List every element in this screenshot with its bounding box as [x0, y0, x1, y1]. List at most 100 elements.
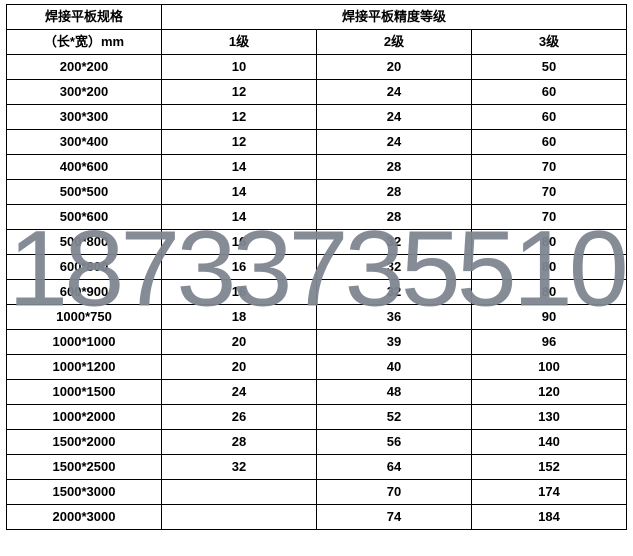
spec-table: 焊接平板规格 焊接平板精度等级 （长*宽）mm 1级 2级 3级 200*200…	[6, 4, 627, 530]
cell-g3: 70	[472, 180, 627, 205]
cell-g1: 24	[162, 380, 317, 405]
cell-g3: 60	[472, 80, 627, 105]
table-row: 400*600142870	[7, 155, 627, 180]
cell-g1	[162, 480, 317, 505]
cell-spec: 600*900	[7, 280, 162, 305]
table-row: 500*800163280	[7, 230, 627, 255]
header-g1: 1级	[162, 30, 317, 55]
cell-g2: 28	[317, 155, 472, 180]
cell-g3: 80	[472, 230, 627, 255]
table-row: 1000*1000203996	[7, 330, 627, 355]
header-spec-sub: （长*宽）mm	[7, 30, 162, 55]
table-row: 600*800163280	[7, 255, 627, 280]
cell-g3: 140	[472, 430, 627, 455]
cell-g2: 52	[317, 405, 472, 430]
cell-g2: 56	[317, 430, 472, 455]
cell-g3: 70	[472, 205, 627, 230]
table-container: 焊接平板规格 焊接平板精度等级 （长*宽）mm 1级 2级 3级 200*200…	[0, 0, 633, 534]
cell-g1: 14	[162, 155, 317, 180]
cell-g2: 28	[317, 205, 472, 230]
cell-spec: 1000*1200	[7, 355, 162, 380]
cell-g1: 16	[162, 280, 317, 305]
table-row: 1000*750183690	[7, 305, 627, 330]
cell-g3: 60	[472, 130, 627, 155]
cell-g3: 90	[472, 305, 627, 330]
cell-g1: 18	[162, 305, 317, 330]
table-row: 1000*15002448120	[7, 380, 627, 405]
cell-g3: 96	[472, 330, 627, 355]
cell-g2: 20	[317, 55, 472, 80]
header-row-1: 焊接平板规格 焊接平板精度等级	[7, 5, 627, 30]
table-row: 2000*300074184	[7, 505, 627, 530]
cell-spec: 1500*3000	[7, 480, 162, 505]
cell-g1: 28	[162, 430, 317, 455]
cell-g3: 70	[472, 155, 627, 180]
cell-g2: 32	[317, 280, 472, 305]
cell-g3: 50	[472, 55, 627, 80]
cell-spec: 500*600	[7, 205, 162, 230]
cell-g1: 12	[162, 80, 317, 105]
cell-spec: 2000*3000	[7, 505, 162, 530]
cell-spec: 400*600	[7, 155, 162, 180]
table-row: 600*900163280	[7, 280, 627, 305]
cell-spec: 300*200	[7, 80, 162, 105]
header-spec-title: 焊接平板规格	[7, 5, 162, 30]
cell-g2: 28	[317, 180, 472, 205]
header-row-2: （长*宽）mm 1级 2级 3级	[7, 30, 627, 55]
cell-g2: 48	[317, 380, 472, 405]
table-row: 1500*25003264152	[7, 455, 627, 480]
cell-g2: 24	[317, 80, 472, 105]
cell-g2: 24	[317, 105, 472, 130]
cell-spec: 300*400	[7, 130, 162, 155]
header-g2: 2级	[317, 30, 472, 55]
table-row: 500*500142870	[7, 180, 627, 205]
cell-g1: 20	[162, 355, 317, 380]
cell-g3: 100	[472, 355, 627, 380]
table-row: 300*400122460	[7, 130, 627, 155]
cell-g1: 26	[162, 405, 317, 430]
table-row: 300*200122460	[7, 80, 627, 105]
cell-spec: 500*500	[7, 180, 162, 205]
cell-spec: 1500*2000	[7, 430, 162, 455]
table-row: 1500*300070174	[7, 480, 627, 505]
header-g3: 3级	[472, 30, 627, 55]
cell-g2: 64	[317, 455, 472, 480]
cell-g2: 74	[317, 505, 472, 530]
cell-g2: 40	[317, 355, 472, 380]
cell-spec: 600*800	[7, 255, 162, 280]
cell-spec: 500*800	[7, 230, 162, 255]
cell-g2: 32	[317, 230, 472, 255]
cell-g2: 36	[317, 305, 472, 330]
header-grade-title: 焊接平板精度等级	[162, 5, 627, 30]
cell-spec: 1000*1500	[7, 380, 162, 405]
cell-g3: 130	[472, 405, 627, 430]
table-row: 1000*12002040100	[7, 355, 627, 380]
cell-g1: 12	[162, 130, 317, 155]
cell-spec: 1000*1000	[7, 330, 162, 355]
cell-g1: 20	[162, 330, 317, 355]
cell-g1	[162, 505, 317, 530]
cell-g1: 16	[162, 230, 317, 255]
table-row: 200*200102050	[7, 55, 627, 80]
cell-g1: 14	[162, 180, 317, 205]
cell-g1: 10	[162, 55, 317, 80]
cell-g1: 16	[162, 255, 317, 280]
table-row: 1500*20002856140	[7, 430, 627, 455]
cell-g3: 152	[472, 455, 627, 480]
cell-g1: 32	[162, 455, 317, 480]
cell-g3: 80	[472, 255, 627, 280]
table-row: 1000*20002652130	[7, 405, 627, 430]
cell-g1: 14	[162, 205, 317, 230]
cell-g1: 12	[162, 105, 317, 130]
cell-g3: 120	[472, 380, 627, 405]
cell-g3: 80	[472, 280, 627, 305]
table-row: 300*300122460	[7, 105, 627, 130]
table-head: 焊接平板规格 焊接平板精度等级 （长*宽）mm 1级 2级 3级	[7, 5, 627, 55]
table-row: 500*600142870	[7, 205, 627, 230]
cell-g2: 32	[317, 255, 472, 280]
cell-g3: 60	[472, 105, 627, 130]
cell-g2: 70	[317, 480, 472, 505]
cell-g2: 39	[317, 330, 472, 355]
cell-spec: 1000*2000	[7, 405, 162, 430]
cell-g2: 24	[317, 130, 472, 155]
